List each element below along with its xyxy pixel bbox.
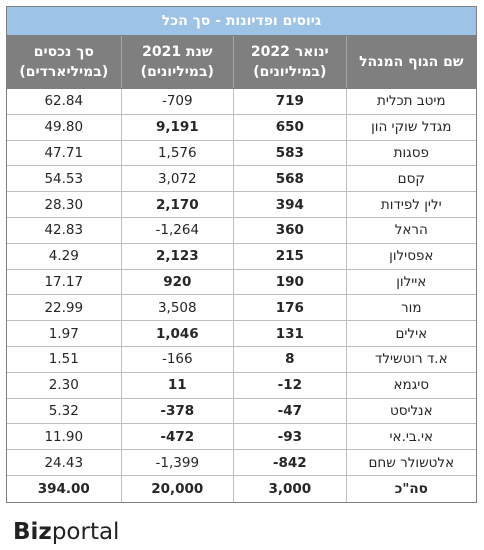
jan-2022-value: 176 [233,295,346,321]
year-2021-value: -709 [120,89,234,114]
jan-2022-value: 8 [233,346,346,372]
table-title: גיוסים ופדיונות - סך הכל [7,7,476,36]
fund-name: קסם [345,166,476,192]
total-label: סה"כ [345,475,476,502]
total-assets-value: 62.84 [44,93,84,110]
fund-name: ילין לפידות [345,192,476,217]
total-assets-value: 11.90 [44,428,84,445]
header-fund-manager-label: שם הגוף המנהל [359,54,464,70]
jan-2022-value: 131 [233,321,346,346]
fund-name: הראל [345,217,476,243]
table-total-row: סה"כ 3,000 20,000 394.00 [7,475,476,502]
table-row: אפסילון 215 2,123 4.29 [7,243,476,270]
bizportal-logo: Bizportal [13,518,119,546]
table-row: סיגמא -12 11 2.30 [7,372,476,399]
fund-name: פסגות [345,140,476,166]
table-row: מגדל שוקי הון 650 9,191 49.80 [7,114,476,141]
header-total-assets: סך נכסים (במיליארדים) [7,36,121,88]
total-assets-value: 22.99 [44,299,84,316]
table-row: מיטב תכלית 719 -709 62.84 [7,89,476,115]
year-2021-value: 11 [120,372,234,398]
year-2021-value: 3,072 [120,166,234,192]
table-row: ילין לפידות 394 2,170 28.30 [7,192,476,218]
header-year-2021-line1: שנת 2021 [142,44,213,60]
header-total-assets-line2: (במיליארדים) [19,64,109,80]
year-2021-value: -472 [120,424,234,450]
jan-2022-value: 394 [233,192,346,217]
fund-name: איילון [345,269,476,295]
fund-name: אלטשולר שחם [345,450,476,475]
total-assets: 394.00 [37,480,90,497]
year-2021-value: 2,170 [120,192,234,217]
total-assets-value: 17.17 [44,273,84,290]
year-2021-value: -378 [120,398,234,424]
total-assets-value: 28.30 [44,196,84,213]
funds-table: גיוסים ופדיונות - סך הכל שם הגוף המנהל י… [6,6,477,503]
table-row: הראל 360 -1,264 42.83 [7,217,476,244]
jan-2022-value: 360 [233,217,346,243]
jan-2022-value: 190 [233,269,346,295]
year-2021-value: 920 [120,269,234,295]
header-jan-2022-line1: ינואר 2022 [250,44,329,60]
fund-name: אי.בי.אי [345,424,476,450]
table-row: א.ד רוטשילד 8 -166 1.51 [7,346,476,373]
fund-name: מיטב תכלית [345,89,476,114]
table-row: איילון 190 920 17.17 [7,269,476,296]
table-row: אי.בי.אי -93 -472 11.90 [7,424,476,451]
fund-name: סיגמא [345,372,476,398]
jan-2022-value: 215 [233,243,346,269]
total-year-2021: 20,000 [120,475,234,502]
header-fund-manager: שם הגוף המנהל [345,36,476,88]
total-assets-value: 4.29 [48,248,79,265]
year-2021-value: -1,264 [120,217,234,243]
table-row: אנליסט -47 -378 5.32 [7,398,476,425]
year-2021-value: 1,046 [120,321,234,346]
header-jan-2022: ינואר 2022 (במיליונים) [233,36,346,88]
fund-name: אנליסט [345,398,476,424]
year-2021-value: 3,508 [120,295,234,321]
fund-name: אפסילון [345,243,476,269]
year-2021-value: 9,191 [120,114,234,140]
header-jan-2022-line2: (במיליונים) [253,64,327,80]
table-header-row: שם הגוף המנהל ינואר 2022 (במיליונים) שנת… [7,36,476,89]
total-jan-2022: 3,000 [233,475,346,502]
jan-2022-value: -93 [233,424,346,450]
table-row: אלטשולר שחם -842 -1,399 24.43 [7,450,476,476]
table-body: מיטב תכלית 719 -709 62.84 מגדל שוקי הון … [7,89,476,502]
table-row: אילים 131 1,046 1.97 [7,321,476,347]
fund-name: מגדל שוקי הון [345,114,476,140]
total-assets-value: 49.80 [44,119,84,136]
fund-name: מור [345,295,476,321]
header-year-2021: שנת 2021 (במיליונים) [120,36,234,88]
table-row: קסם 568 3,072 54.53 [7,166,476,193]
total-assets-value: 5.32 [48,402,79,419]
total-assets-value: 47.71 [44,144,84,161]
total-assets-value: 1.51 [48,351,79,368]
table-row: מור 176 3,508 22.99 [7,295,476,322]
logo-bold-part: Biz [13,519,52,545]
fund-name: א.ד רוטשילד [345,346,476,372]
jan-2022-value: 650 [233,114,346,140]
header-year-2021-line2: (במיליונים) [140,64,214,80]
jan-2022-value: 568 [233,166,346,192]
jan-2022-value: -47 [233,398,346,424]
jan-2022-value: 583 [233,140,346,166]
total-assets-value: 42.83 [44,222,84,239]
logo-light-part: portal [51,519,120,545]
year-2021-value: -1,399 [120,450,234,475]
year-2021-value: 2,123 [120,243,234,269]
total-assets-value: 2.30 [48,377,79,394]
total-assets-value: 24.43 [44,454,84,471]
jan-2022-value: 719 [233,89,346,114]
table-row: פסגות 583 1,576 47.71 [7,140,476,167]
fund-name: אילים [345,321,476,346]
total-assets-value: 54.53 [44,170,84,187]
total-assets-value: 1.97 [48,325,79,342]
jan-2022-value: -842 [233,450,346,475]
year-2021-value: -166 [120,346,234,372]
jan-2022-value: -12 [233,372,346,398]
header-total-assets-line1: סך נכסים [33,44,94,60]
year-2021-value: 1,576 [120,140,234,166]
